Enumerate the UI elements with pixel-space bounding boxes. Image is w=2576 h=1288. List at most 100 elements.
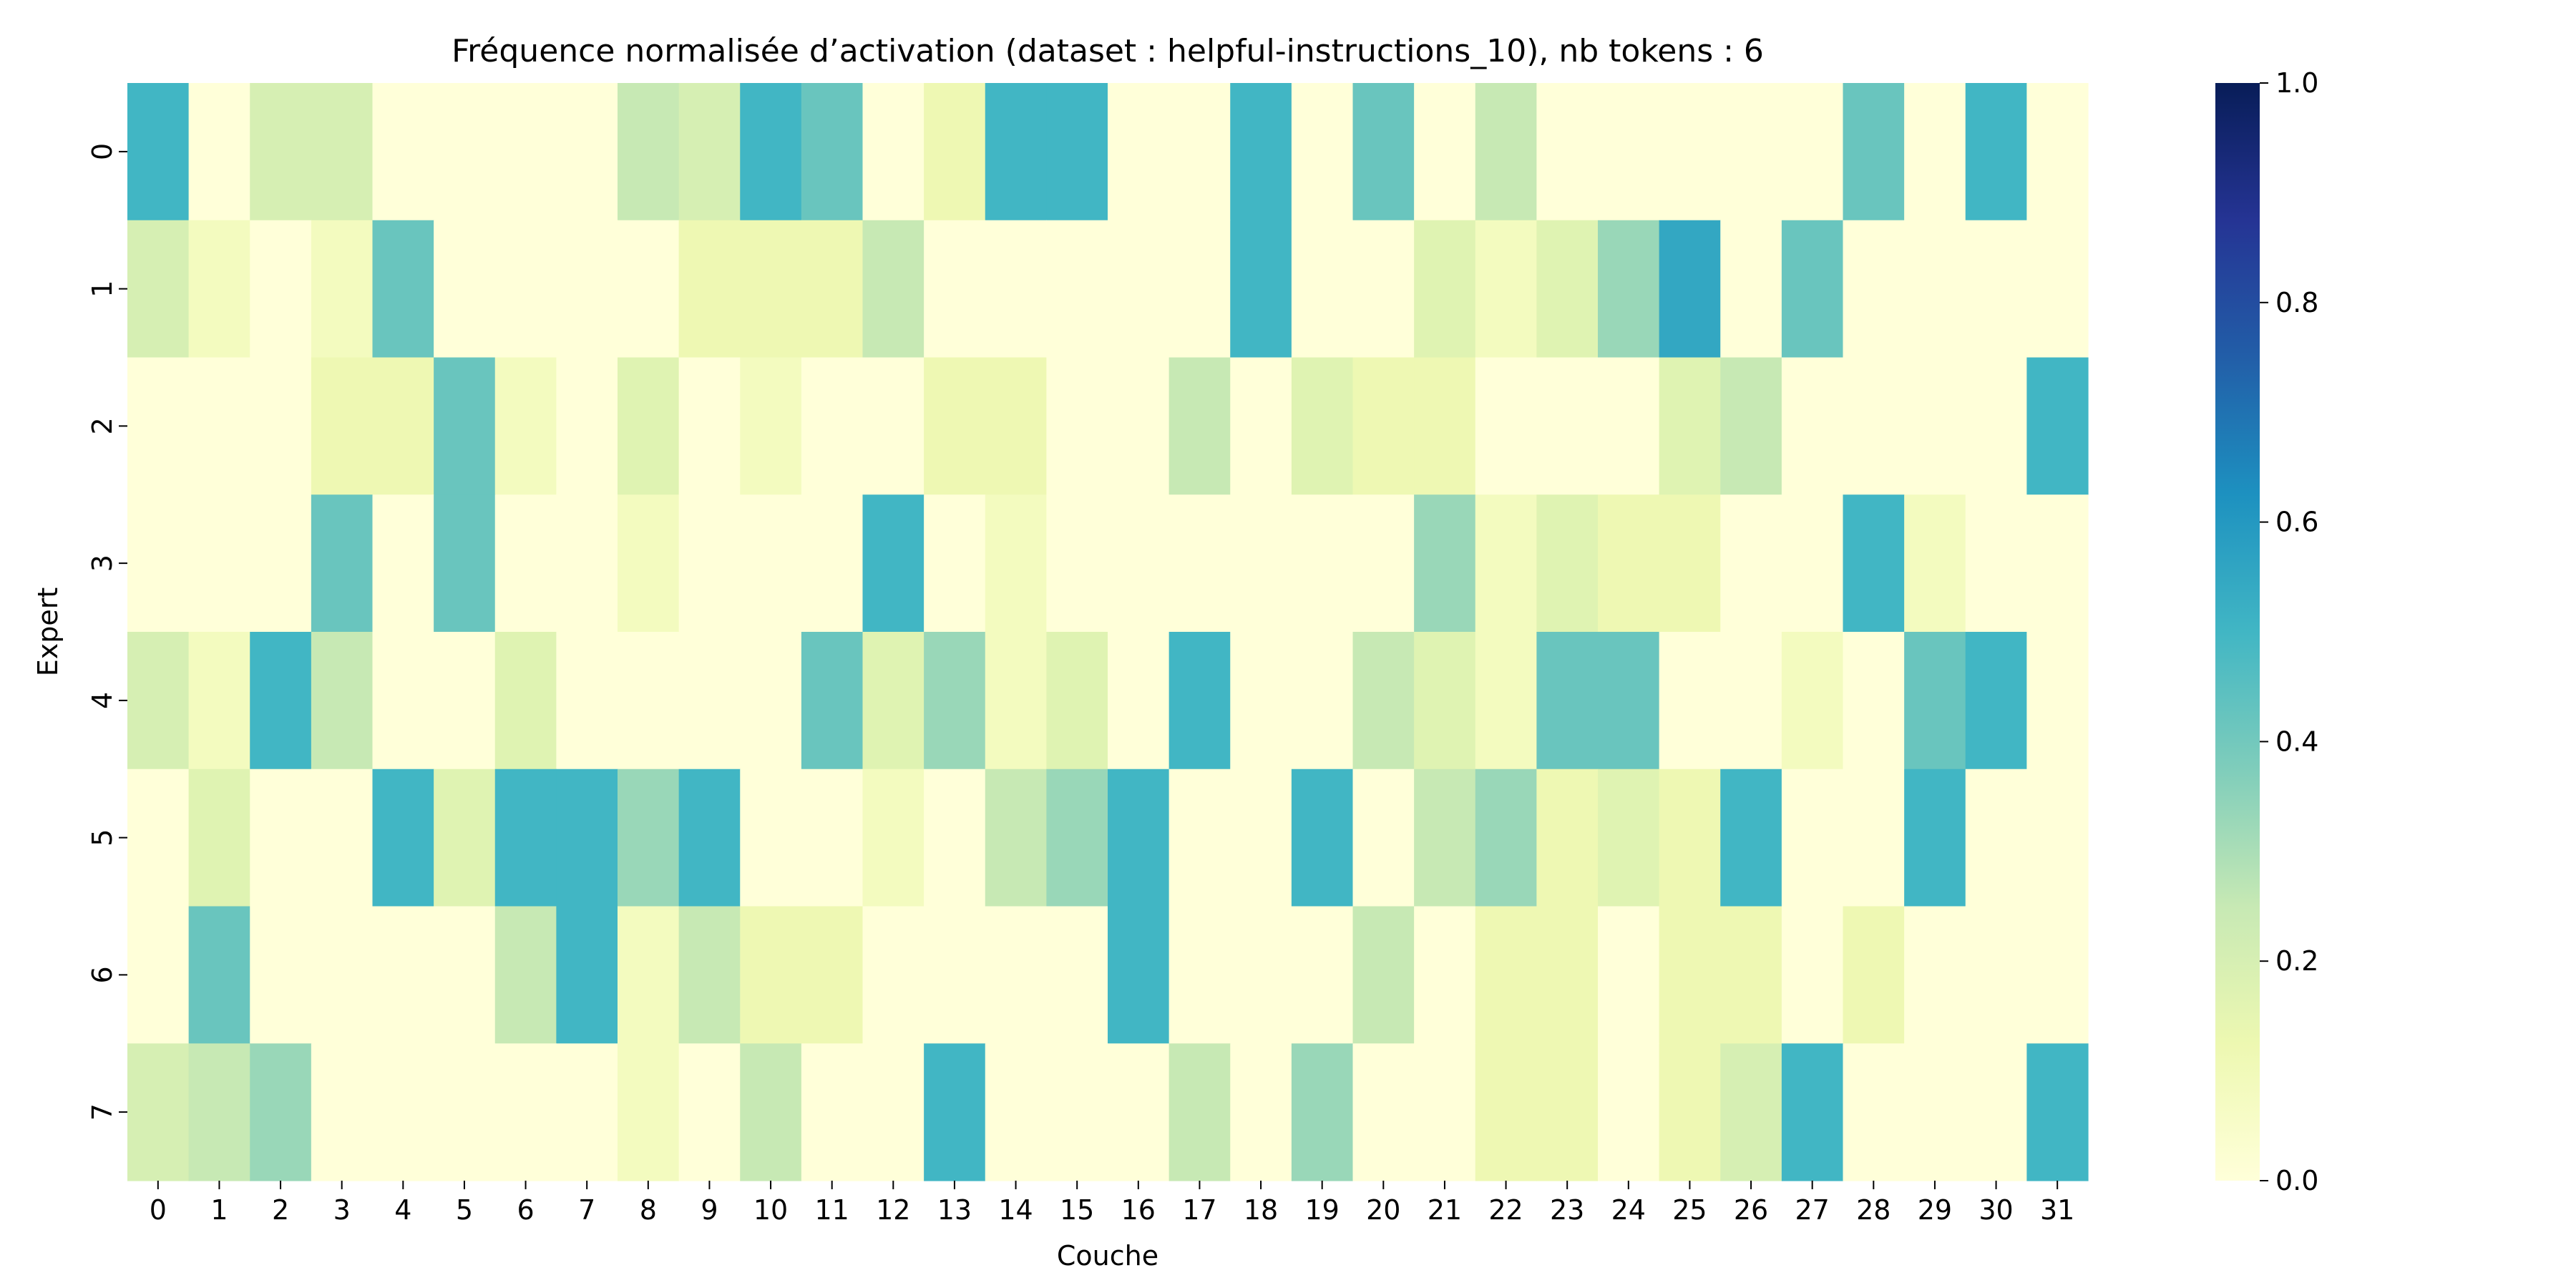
heatmap-cell-r4-c27 (1781, 632, 1844, 770)
heatmap-cell-r6-c4 (372, 906, 434, 1044)
heatmap-cell-r3-c27 (1781, 494, 1844, 633)
heatmap-cell-r0-c0 (127, 83, 190, 221)
x-tick-label: 2 (272, 1194, 289, 1226)
x-tick-label: 15 (1060, 1194, 1094, 1226)
heatmap-cell-r0-c13 (924, 83, 986, 221)
x-tick-label: 25 (1672, 1194, 1707, 1226)
heatmap-cell-r5-c20 (1352, 769, 1415, 907)
x-tick-label: 9 (701, 1194, 718, 1226)
heatmap-cell-r1-c0 (127, 220, 190, 358)
y-tick-label: 6 (87, 966, 118, 983)
y-tick-label: 1 (87, 280, 118, 298)
heatmap-cell-r0-c1 (188, 83, 250, 221)
heatmap-cell-r6-c22 (1475, 906, 1537, 1044)
heatmap-cell-r4-c26 (1720, 632, 1782, 770)
heatmap-cell-r0-c20 (1352, 83, 1415, 221)
x-tick-label: 0 (150, 1194, 167, 1226)
heatmap-cell-r1-c31 (2026, 220, 2089, 358)
heatmap-cell-r1-c21 (1414, 220, 1476, 358)
heatmap-cell-r2-c6 (494, 357, 557, 495)
y-tick-label: 3 (87, 555, 118, 572)
heatmap-cell-r0-c10 (740, 83, 802, 221)
heatmap-cell-r0-c8 (618, 83, 680, 221)
heatmap-cell-r2-c30 (1965, 357, 2027, 495)
y-tick-label: 4 (87, 692, 118, 709)
x-tick-label: 19 (1305, 1194, 1340, 1226)
heatmap-cell-r7-c2 (250, 1043, 312, 1181)
heatmap-cell-r6-c13 (924, 906, 986, 1044)
heatmap-cell-r5-c2 (250, 769, 312, 907)
heatmap-cell-r4-c11 (801, 632, 864, 770)
heatmap-cell-r4-c21 (1414, 632, 1476, 770)
heatmap-cell-r4-c12 (862, 632, 924, 770)
heatmap-cell-r3-c6 (494, 494, 557, 633)
heatmap-cell-r2-c1 (188, 357, 250, 495)
heatmap-cell-r0-c29 (1904, 83, 1966, 221)
x-tick-label: 3 (333, 1194, 351, 1226)
x-tick-label: 13 (937, 1194, 972, 1226)
heatmap-cell-r0-c12 (862, 83, 924, 221)
heatmap-cell-r3-c13 (924, 494, 986, 633)
heatmap-cell-r7-c9 (678, 1043, 741, 1181)
heatmap-cell-r7-c31 (2026, 1043, 2089, 1181)
x-tick-label: 22 (1488, 1194, 1523, 1226)
heatmap-cell-r5-c10 (740, 769, 802, 907)
heatmap-cell-r1-c24 (1598, 220, 1660, 358)
heatmap-cell-r2-c25 (1659, 357, 1721, 495)
heatmap-cell-r6-c24 (1598, 906, 1660, 1044)
x-tick-label: 14 (998, 1194, 1033, 1226)
heatmap-cell-r3-c4 (372, 494, 434, 633)
heatmap-cell-r0-c5 (434, 83, 496, 221)
heatmap-cell-r7-c15 (1046, 1043, 1108, 1181)
heatmap-cell-r5-c4 (372, 769, 434, 907)
heatmap-cell-r6-c14 (985, 906, 1047, 1044)
heatmap-cell-r7-c24 (1598, 1043, 1660, 1181)
heatmap-cell-r5-c6 (494, 769, 557, 907)
heatmap-cell-r3-c18 (1230, 494, 1292, 633)
heatmap-cell-r6-c19 (1291, 906, 1354, 1044)
heatmap-cell-r1-c30 (1965, 220, 2027, 358)
heatmap-cell-r2-c9 (678, 357, 741, 495)
heatmap-cell-r4-c29 (1904, 632, 1966, 770)
heatmap-cell-r5-c28 (1843, 769, 1905, 907)
heatmap-cell-r5-c25 (1659, 769, 1721, 907)
heatmap-cell-r1-c16 (1108, 220, 1170, 358)
heatmap-cell-r1-c8 (618, 220, 680, 358)
heatmap-cell-r7-c8 (618, 1043, 680, 1181)
colorbar-tick-label: 0.8 (2275, 287, 2318, 318)
heatmap-cell-r7-c27 (1781, 1043, 1844, 1181)
heatmap-cell-r1-c6 (494, 220, 557, 358)
colorbar-tick-label: 0.4 (2275, 726, 2318, 757)
heatmap-cell-r6-c18 (1230, 906, 1292, 1044)
heatmap-cell-r5-c13 (924, 769, 986, 907)
heatmap-cell-r4-c1 (188, 632, 250, 770)
heatmap-cell-r0-c27 (1781, 83, 1844, 221)
heatmap-cell-r3-c26 (1720, 494, 1782, 633)
heatmap-cell-r7-c16 (1108, 1043, 1170, 1181)
heatmap-cell-r6-c0 (127, 906, 190, 1044)
heatmap-cell-r5-c22 (1475, 769, 1537, 907)
heatmap-cell-r5-c23 (1536, 769, 1599, 907)
heatmap-cell-r4-c7 (556, 632, 618, 770)
heatmap-cell-r5-c5 (434, 769, 496, 907)
heatmap-cell-r0-c18 (1230, 83, 1292, 221)
heatmap-cell-r2-c7 (556, 357, 618, 495)
heatmap-cell-r4-c5 (434, 632, 496, 770)
heatmap-cell-r6-c6 (494, 906, 557, 1044)
heatmap-cell-r7-c18 (1230, 1043, 1292, 1181)
heatmap-cell-r1-c17 (1169, 220, 1231, 358)
heatmap-cell-r3-c12 (862, 494, 924, 633)
heatmap-cell-r7-c30 (1965, 1043, 2027, 1181)
heatmap-cell-r5-c1 (188, 769, 250, 907)
heatmap-cell-r1-c25 (1659, 220, 1721, 358)
heatmap-cell-r5-c30 (1965, 769, 2027, 907)
heatmap-cell-r6-c29 (1904, 906, 1966, 1044)
heatmap-cell-r6-c27 (1781, 906, 1844, 1044)
heatmap-cell-r1-c29 (1904, 220, 1966, 358)
heatmap-cell-r4-c20 (1352, 632, 1415, 770)
heatmap-cell-r0-c4 (372, 83, 434, 221)
heatmap-cell-r3-c5 (434, 494, 496, 633)
heatmap-cell-r6-c30 (1965, 906, 2027, 1044)
x-tick-label: 6 (517, 1194, 534, 1226)
heatmap-cell-r4-c14 (985, 632, 1047, 770)
